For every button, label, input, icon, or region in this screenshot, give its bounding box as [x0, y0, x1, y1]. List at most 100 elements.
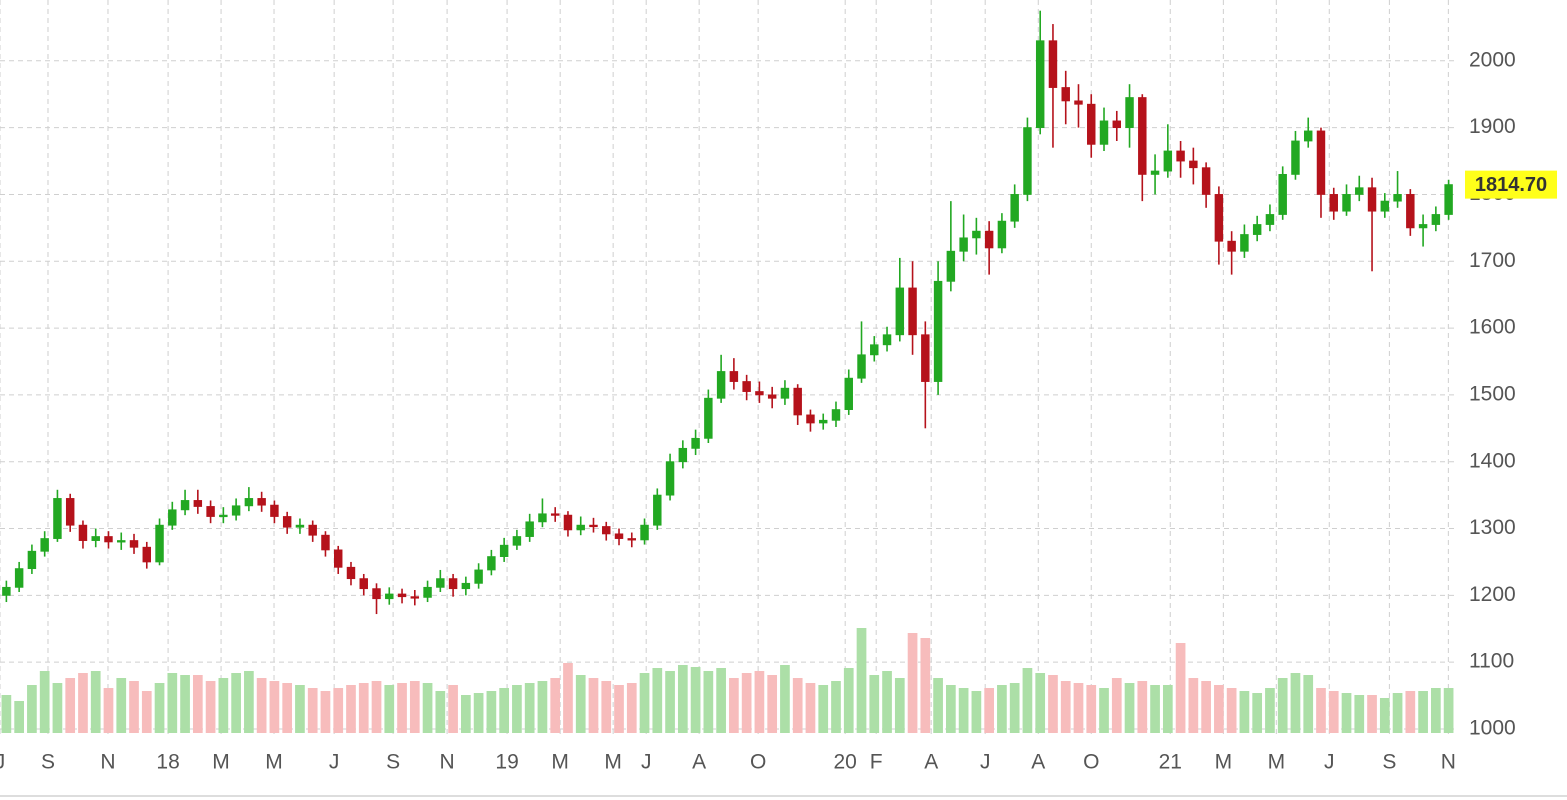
candle-body: [257, 498, 266, 506]
candle-body: [1150, 170, 1160, 175]
x-tick-label: O: [1083, 751, 1099, 774]
candle-body: [2, 586, 11, 596]
candle-body: [436, 578, 445, 588]
x-tick-label: F: [870, 751, 883, 774]
volume-bar: [805, 683, 816, 733]
volume-bar: [435, 691, 446, 733]
candle-body: [704, 397, 713, 439]
candle-body: [933, 280, 943, 382]
candle-body: [397, 593, 407, 598]
volume-bar: [1316, 688, 1326, 733]
candle-body: [1393, 194, 1402, 202]
volume-bar: [920, 638, 931, 733]
candle-body: [831, 409, 841, 421]
volume-bar: [1328, 691, 1339, 733]
candle-body: [168, 509, 177, 526]
x-tick-label: A: [1031, 751, 1045, 774]
volume-bar: [1405, 691, 1416, 733]
volume-bar: [971, 691, 982, 733]
volume-bar: [39, 671, 50, 733]
volume-bar: [1048, 675, 1058, 733]
x-tick-label: 21: [1159, 751, 1182, 774]
candle-body: [333, 549, 343, 568]
volume-bar: [1137, 681, 1148, 733]
volume-bar: [588, 678, 599, 733]
volume-bar: [1431, 688, 1441, 733]
candle-body: [972, 230, 981, 239]
candle-body: [1303, 130, 1313, 142]
x-tick-label: A: [692, 751, 706, 774]
candle-body: [589, 524, 598, 528]
volume-bar: [1392, 693, 1403, 733]
volume-bar: [1418, 691, 1428, 733]
candle-body: [857, 354, 866, 379]
candle-body: [206, 506, 215, 517]
candle-body: [563, 514, 573, 531]
candle-body: [984, 230, 994, 249]
volume-bar: [1239, 691, 1250, 733]
volume-bar: [244, 671, 254, 733]
volume-bar: [167, 673, 178, 733]
candle-body: [1444, 184, 1453, 215]
volume-bar: [499, 688, 509, 733]
x-tick-label: N: [1441, 751, 1456, 774]
volume-bar: [741, 673, 752, 733]
candle-body: [448, 578, 458, 590]
candle-body: [1342, 194, 1351, 212]
candle-body: [474, 569, 483, 584]
volume-bar: [946, 685, 956, 733]
volume-bar: [1188, 678, 1199, 733]
candle-body: [614, 533, 624, 539]
volume-bar: [869, 675, 880, 733]
candle-body: [1138, 97, 1147, 175]
candle-body: [1023, 127, 1032, 195]
x-tick-label: J: [980, 751, 991, 774]
candle-body: [1061, 87, 1070, 102]
x-tick-label: M: [265, 751, 283, 774]
volume-bar: [1, 695, 12, 733]
x-tick-label: J: [0, 751, 5, 774]
volume-bar: [512, 685, 522, 733]
last-price-label: 1814.70: [1475, 174, 1547, 196]
volume-bar: [856, 628, 867, 733]
candle-body: [793, 387, 802, 416]
candle-body: [1291, 140, 1300, 175]
x-tick-label: M: [604, 751, 622, 774]
candle-body: [40, 538, 49, 552]
candle-body: [244, 498, 254, 507]
volume-bar: [27, 685, 37, 733]
volume-bar: [1443, 688, 1454, 733]
candle-body: [1087, 103, 1096, 145]
volume-bar: [90, 671, 101, 733]
volume-bar: [1277, 678, 1288, 733]
candle-body: [1252, 224, 1262, 235]
candle-body: [461, 582, 471, 590]
volume-bar: [716, 668, 726, 733]
y-tick-label: 1200: [1469, 583, 1516, 606]
candle-body: [308, 524, 317, 536]
candle-body: [104, 536, 113, 543]
x-tick-label: S: [1382, 751, 1396, 774]
candle-body: [1074, 100, 1083, 105]
candle-body: [780, 387, 790, 399]
candle-body: [423, 586, 432, 598]
volume-bar: [65, 678, 76, 733]
x-tick-label: S: [386, 751, 400, 774]
volume-bar: [384, 685, 395, 733]
candle-body: [525, 521, 534, 537]
volume-bar: [1354, 695, 1365, 733]
volume-bar: [1073, 683, 1084, 733]
x-tick-label: S: [41, 751, 55, 774]
volume-bar: [1124, 683, 1135, 733]
volume-bar: [231, 673, 241, 733]
candle-body: [1048, 40, 1058, 88]
volume-bar: [997, 685, 1007, 733]
volume-bar: [1022, 668, 1033, 733]
candle-body: [1278, 173, 1287, 215]
volume-bar: [767, 675, 778, 733]
candle-body: [53, 498, 62, 539]
candle-body: [78, 524, 88, 541]
candle-body: [1355, 187, 1364, 195]
candle-body: [1099, 120, 1109, 145]
candle-body: [602, 526, 611, 535]
